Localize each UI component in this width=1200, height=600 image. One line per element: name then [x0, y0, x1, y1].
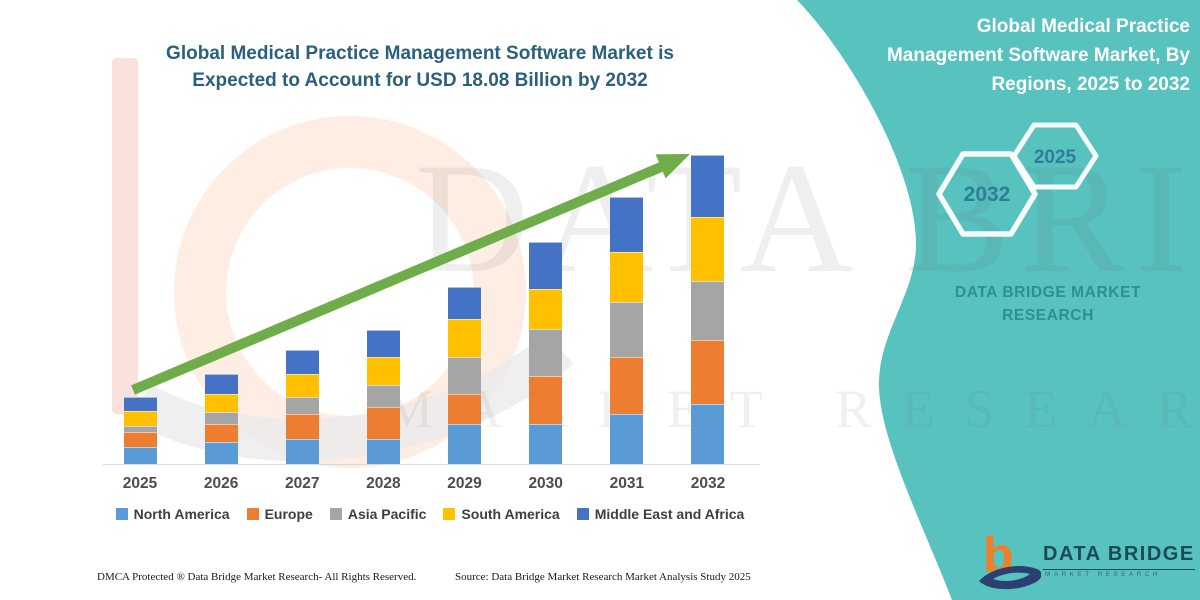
side-panel-title: Global Medical Practice Management Softw… — [818, 12, 1190, 99]
bar-segment-north-america — [610, 413, 644, 464]
page-title-line1: Global Medical Practice Management Softw… — [166, 43, 674, 64]
bar-segment-asia-pacific — [610, 301, 644, 357]
bar-segment-middle-east-and-africa — [366, 330, 400, 357]
bar-segment-europe — [529, 375, 563, 424]
page-title-line2: Expected to Account for USD 18.08 Billio… — [192, 70, 648, 91]
legend-item: Middle East and Africa — [576, 506, 745, 522]
legend-label: Middle East and Africa — [594, 506, 745, 522]
logo-brand-name: DATA BRIDGE — [1043, 543, 1195, 570]
legend-label: South America — [461, 506, 560, 522]
hexagon-year-2025: 2025 — [1034, 147, 1077, 168]
bar-segment-asia-pacific — [366, 385, 400, 408]
legend-label: Europe — [264, 506, 313, 522]
chart-legend: North America Europe Asia Pacific South Ame… — [95, 506, 765, 522]
bar-segment-middle-east-and-africa — [610, 196, 644, 252]
x-axis-label: 2030 — [528, 475, 563, 492]
bar-segment-south-america — [529, 288, 563, 329]
side-panel-brand-text: DATA BRIDGE MARKET RESEARCH — [928, 281, 1168, 327]
bar-segment-middle-east-and-africa — [285, 350, 319, 375]
bar-segment-europe — [123, 432, 157, 448]
x-axis-label: 2029 — [447, 475, 482, 492]
side-panel-title-line2: Management Software Market, By — [886, 45, 1190, 66]
hexagon-year-2032: 2032 — [964, 183, 1011, 206]
bar-segment-asia-pacific — [529, 328, 563, 376]
x-axis-label: 2028 — [366, 475, 401, 492]
bar-segment-middle-east-and-africa — [448, 287, 482, 320]
bar-segment-middle-east-and-africa — [691, 155, 725, 218]
bar-segment-south-america — [691, 217, 725, 281]
logo-tagline: MARKET RESEARCH — [1045, 571, 1161, 578]
bar-segment-north-america — [366, 439, 400, 464]
legend-label: Asia Pacific — [347, 506, 427, 522]
bar-segment-middle-east-and-africa — [529, 241, 563, 289]
legend-swatch — [329, 508, 342, 520]
legend-swatch — [576, 508, 589, 520]
brand-text-line2: RESEARCH — [1002, 307, 1094, 324]
bar-segment-asia-pacific — [448, 357, 482, 394]
bar-segment-asia-pacific — [204, 412, 238, 424]
bar-segment-north-america — [448, 424, 482, 464]
bar-segment-asia-pacific — [691, 280, 725, 340]
source-note: Source: Data Bridge Market Research Mark… — [455, 571, 751, 583]
bar-segment-south-america — [448, 319, 482, 357]
legend-item: Europe — [246, 506, 313, 522]
x-axis-label: 2027 — [285, 475, 320, 492]
x-axis-label: 2031 — [609, 475, 645, 492]
legend-item: South America — [443, 506, 560, 522]
bar-segment-europe — [610, 357, 644, 414]
bar-segment-asia-pacific — [285, 397, 319, 415]
dmca-notice: DMCA Protected ® Data Bridge Market Rese… — [97, 571, 417, 583]
bar-segment-europe — [204, 424, 238, 442]
bar-segment-south-america — [123, 411, 157, 427]
bar-segment-europe — [448, 393, 482, 424]
bar-segment-north-america — [691, 404, 725, 464]
legend-swatch — [246, 508, 259, 520]
bar-segment-north-america — [123, 447, 157, 464]
bar-segment-middle-east-and-africa — [123, 397, 157, 411]
data-bridge-logo-icon: b — [979, 527, 1041, 590]
legend-item: Asia Pacific — [329, 506, 427, 522]
x-axis-baseline — [103, 464, 760, 465]
year-hexagons: 2032 2025 — [936, 122, 1099, 237]
bar-segment-north-america — [529, 424, 563, 464]
x-axis-label: 2025 — [122, 475, 158, 492]
bar-segment-europe — [366, 407, 400, 440]
bar-segment-north-america — [204, 441, 238, 464]
x-axis-label: 2026 — [203, 475, 239, 492]
data-bridge-logo: b DATA BRIDGE MARKET RESEARCH — [975, 527, 1195, 597]
bar-segment-north-america — [285, 439, 319, 464]
brand-text-line1: DATA BRIDGE MARKET — [954, 284, 1142, 301]
legend-swatch — [443, 508, 456, 520]
x-axis-label: 2032 — [690, 475, 726, 492]
bar-segment-europe — [691, 339, 725, 404]
bar-segment-europe — [285, 414, 319, 440]
bar-segment-south-america — [204, 394, 238, 413]
bar-segment-asia-pacific — [123, 426, 157, 433]
side-panel-title-line3: Regions, 2025 to 2032 — [991, 74, 1190, 95]
legend-item: North America — [115, 506, 230, 522]
side-panel-title-line1: Global Medical Practice — [976, 16, 1190, 37]
bar-segment-south-america — [366, 357, 400, 386]
page-title: Global Medical Practice Management Softw… — [100, 40, 740, 94]
bar-segment-middle-east-and-africa — [204, 374, 238, 395]
bar-segment-south-america — [285, 374, 319, 398]
legend-swatch — [115, 508, 128, 520]
legend-label: North America — [133, 506, 230, 522]
bar-segment-south-america — [610, 251, 644, 302]
